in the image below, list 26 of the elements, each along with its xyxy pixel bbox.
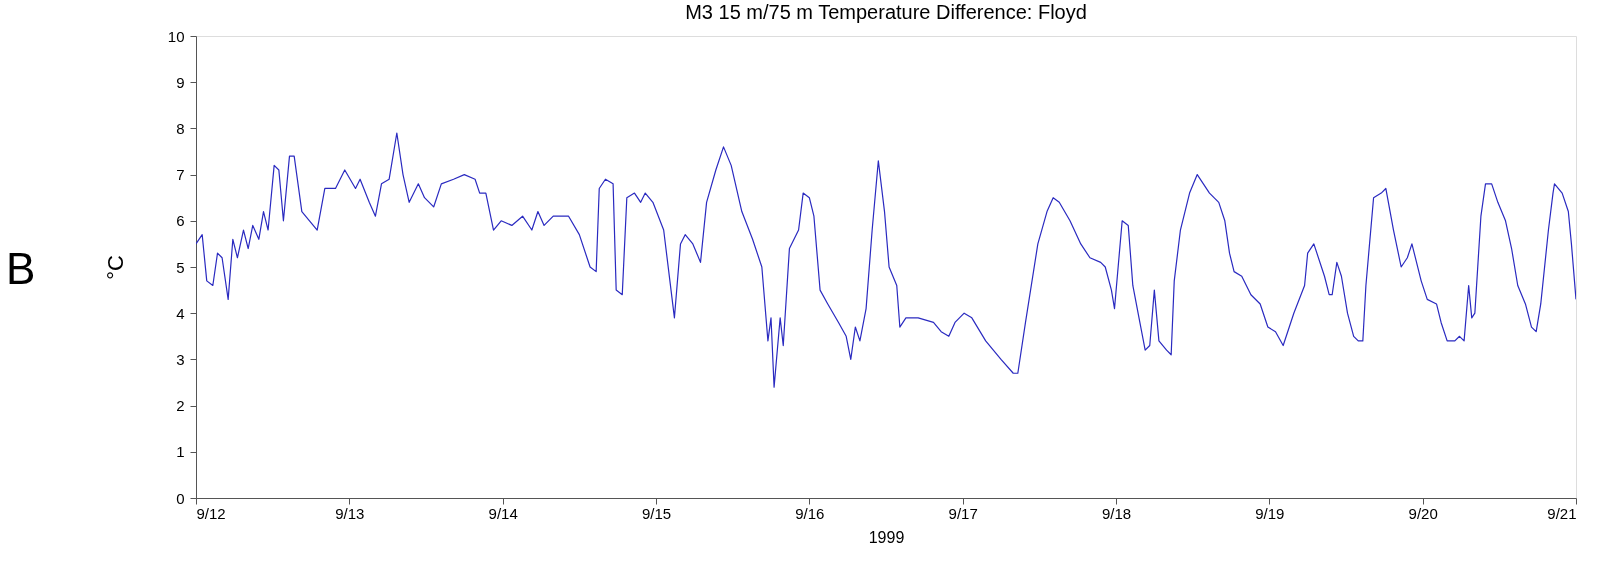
x-axis-title: 1999: [868, 528, 905, 546]
y-tick-label: 5: [176, 258, 185, 276]
y-tick-label: 2: [176, 397, 185, 415]
x-tick-label: 9/14: [488, 504, 518, 522]
y-tick-label: 6: [176, 212, 185, 230]
y-tick-label: 3: [176, 350, 185, 368]
x-tick-label: 9/21: [1547, 504, 1577, 522]
y-tick-label: 8: [176, 119, 185, 137]
x-tick-label: 9/15: [641, 504, 672, 522]
x-tick-label: 9/12: [196, 504, 226, 522]
y-tick-label: 9: [176, 73, 185, 91]
line-series: [196, 132, 1576, 388]
y-tick-label: 4: [176, 304, 185, 322]
y-tick-label: 7: [176, 166, 185, 184]
x-tick-label: 9/18: [1101, 504, 1132, 522]
y-axis-title: °C: [102, 255, 128, 280]
y-tick-label: 0: [176, 489, 185, 507]
x-tick-label: 9/13: [335, 504, 365, 522]
text: B: [6, 244, 36, 293]
x-tick-label: 9/16: [795, 504, 825, 522]
y-tick-label: 10: [167, 27, 185, 45]
chart-title: M3 15 m/75 m Temperature Difference: Floyd: [685, 1, 1087, 23]
y-tick-label: 1: [176, 443, 185, 461]
x-tick-label: 9/17: [948, 504, 978, 522]
x-tick-label: 9/20: [1408, 504, 1438, 522]
x-tick-label: 9/19: [1255, 504, 1285, 522]
